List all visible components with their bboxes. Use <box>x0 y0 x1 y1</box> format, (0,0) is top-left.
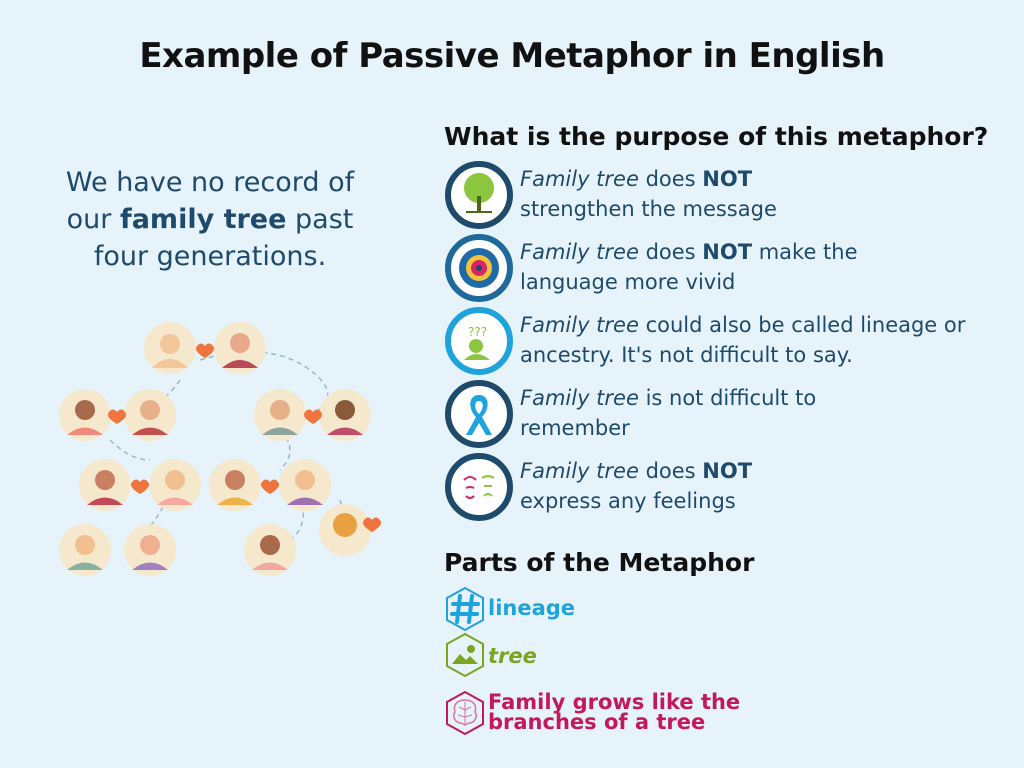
part-label-lineage: lineage <box>488 596 576 620</box>
ribbon-icon <box>445 380 513 448</box>
family-tree-illustration <box>59 322 381 576</box>
mandala-icon <box>445 234 513 302</box>
purpose-text-2: Family tree does NOT make the language mo… <box>520 240 858 294</box>
hashtag-icon <box>446 586 484 632</box>
person-avatars <box>59 322 371 576</box>
purpose-item-1: Family tree does NOT strengthen the messa… <box>444 160 1014 230</box>
purpose-text-1: Family tree does NOT strengthen the messa… <box>520 167 777 221</box>
purpose-term: Family tree <box>520 167 639 191</box>
purpose-term: Family tree <box>520 240 639 264</box>
tree-icon <box>445 161 513 229</box>
purpose-text-4: Family tree is not difficult to remember <box>520 386 817 440</box>
page-title: Example of Passive Metaphor in English <box>139 36 885 76</box>
heart-icons <box>108 343 381 532</box>
purpose-heading: What is the purpose of this metaphor? <box>444 122 989 151</box>
purpose-term: Family tree <box>520 386 639 410</box>
part-label-tree: tree <box>488 644 537 668</box>
example-sentence: We have no record of our family tree pas… <box>40 164 380 275</box>
purpose-text-3: Family tree could also be called lineage… <box>520 313 966 367</box>
part-item-tree: tree <box>444 632 644 678</box>
purpose-term: Family tree <box>520 313 639 337</box>
connector-lines <box>109 351 344 541</box>
sentence-end: past four generations. <box>93 204 354 272</box>
purpose-item-4: Family tree is not difficult to remember <box>444 379 1014 449</box>
svg-text:???: ??? <box>468 325 487 339</box>
part-item-image: Family grows like the branches of a tree <box>444 690 764 740</box>
sentence-start: We have no record of our <box>65 167 355 235</box>
purpose-item-5: Family tree does NOT express any feelings <box>444 452 1014 522</box>
part-label-image: Family grows like the branches of a tree <box>488 690 741 734</box>
purpose-item-2: Family tree does NOT make the language mo… <box>444 233 1014 303</box>
thinking-person-icon: ??? <box>445 307 513 375</box>
purpose-text-5: Family tree does NOT express any feelings <box>520 459 753 513</box>
part-item-lineage: lineage <box>444 586 644 632</box>
faces-icon <box>445 453 513 521</box>
purpose-term: Family tree <box>520 459 639 483</box>
brain-icon <box>446 690 484 736</box>
parts-heading: Parts of the Metaphor <box>444 548 755 577</box>
sentence-highlight: family tree <box>119 204 287 235</box>
image-icon <box>446 632 484 678</box>
purpose-item-3: ??? Family tree could also be called lin… <box>444 306 1014 376</box>
